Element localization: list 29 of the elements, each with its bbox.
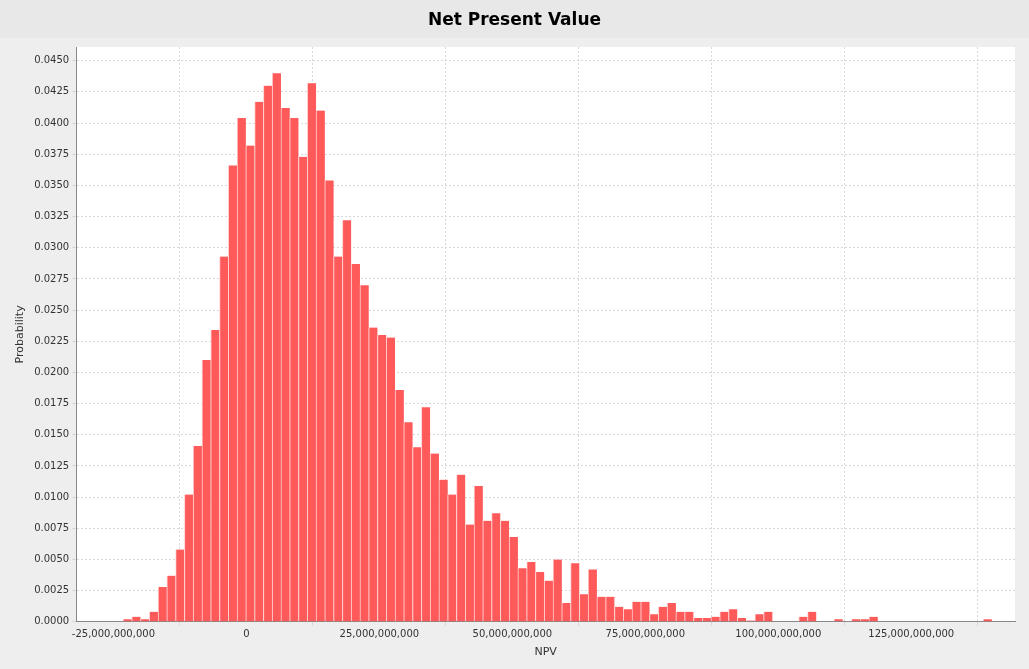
x-tick-label: -25,000,000,000 — [71, 628, 155, 640]
y-tick-label: 0.0425 — [34, 85, 70, 97]
y-tick-label: 0.0025 — [34, 584, 70, 596]
y-axis-title: Probability — [13, 304, 27, 364]
x-tick-label: 75,000,000,000 — [605, 628, 686, 640]
y-tick-label: 0.0350 — [34, 178, 70, 190]
y-tick-label: 0.0050 — [34, 553, 70, 565]
y-tick-label: 0.0400 — [34, 116, 70, 128]
x-tick-label: 50,000,000,000 — [472, 628, 553, 640]
y-tick-label: 0.0200 — [34, 366, 70, 378]
y-tick-label: 0.0225 — [34, 334, 70, 346]
y-tick-label: 0.0325 — [34, 210, 70, 222]
x-tick-label: 0 — [243, 628, 250, 640]
y-tick-label: 0.0150 — [34, 428, 70, 440]
y-tick-label: 0.0175 — [34, 397, 70, 409]
y-tick-label: 0.0075 — [34, 521, 70, 533]
y-tick-label: 0.0250 — [34, 303, 70, 315]
y-tick-label: 0.0300 — [34, 241, 70, 253]
chart-title: Net Present Value — [0, 0, 1029, 38]
x-tick-label: 100,000,000,000 — [735, 628, 822, 640]
y-tick-label: 0.0450 — [34, 54, 70, 66]
x-axis-title: NPV — [534, 645, 558, 659]
y-tick-label: 0.0275 — [34, 272, 70, 284]
y-tick-label: 0.0000 — [34, 615, 70, 627]
x-tick-label: 25,000,000,000 — [339, 628, 420, 640]
y-tick-label: 0.0100 — [34, 490, 70, 502]
x-tick-label: 125,000,000,000 — [868, 628, 955, 640]
y-tick-label: 0.0125 — [34, 459, 70, 471]
y-tick-label: 0.0375 — [34, 147, 70, 159]
